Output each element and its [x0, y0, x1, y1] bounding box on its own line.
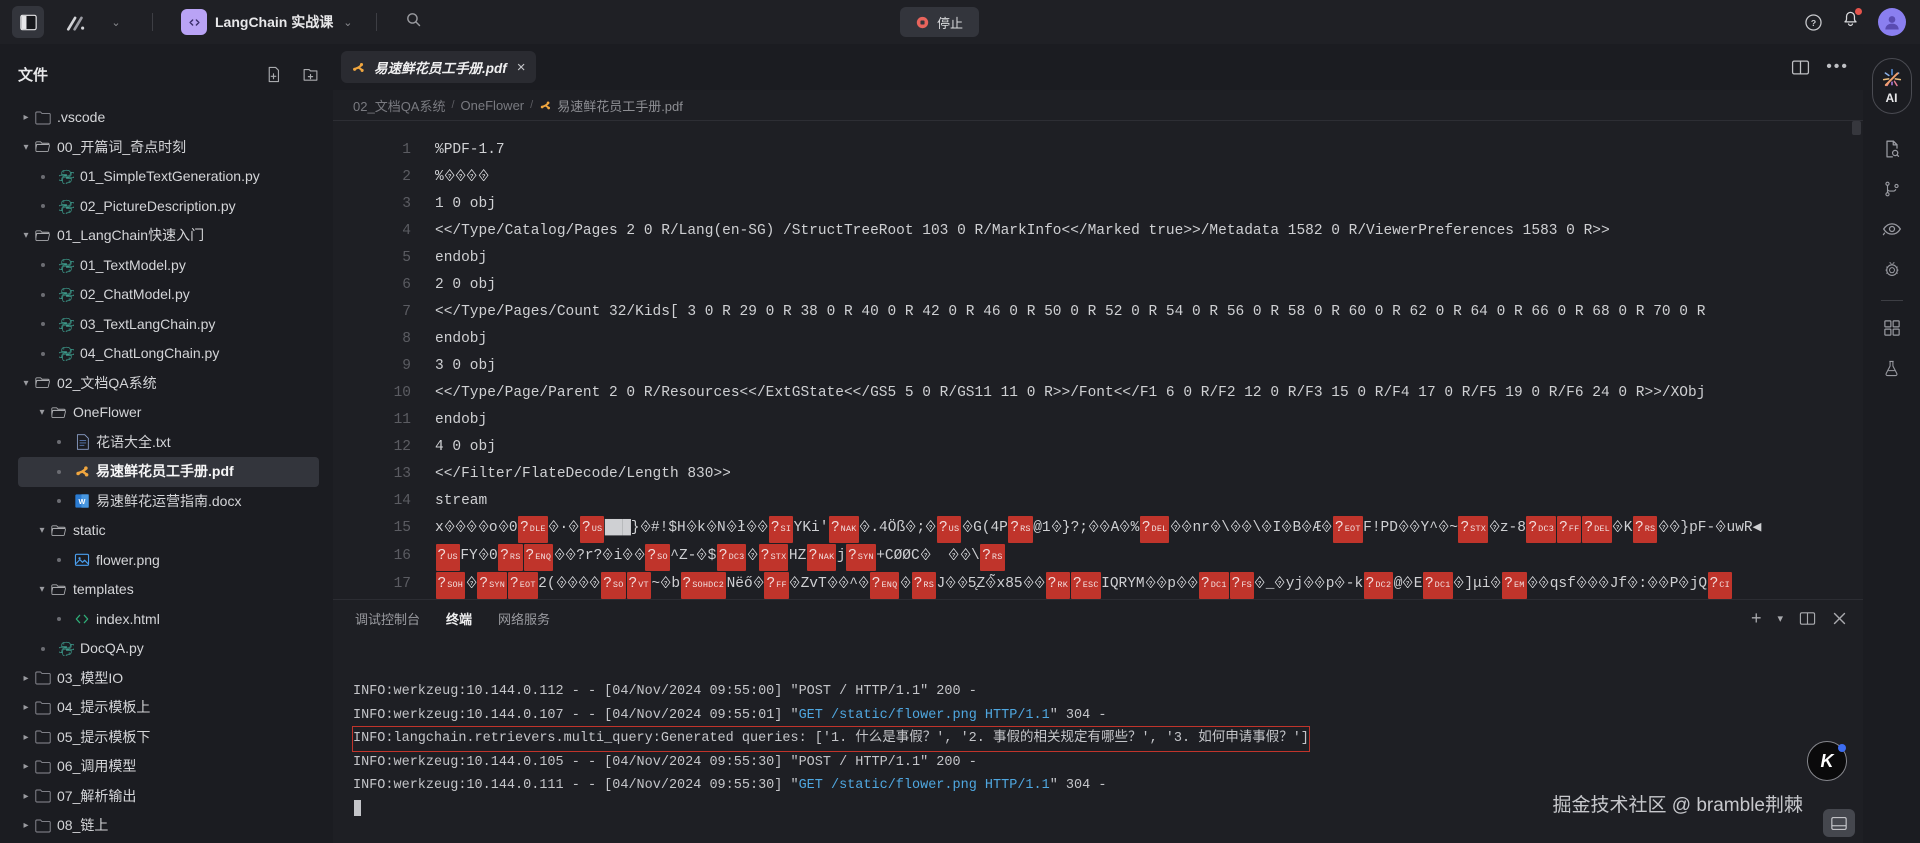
svg-text:?: ?: [1591, 581, 1595, 587]
svg-text:W: W: [78, 497, 85, 506]
svg-text:?: ?: [757, 581, 761, 587]
svg-text:?: ?: [1038, 581, 1042, 587]
svg-text:?: ?: [643, 525, 647, 531]
svg-text:?: ?: [582, 581, 586, 587]
svg-text:?: ?: [863, 525, 867, 531]
svg-text:?: ?: [700, 553, 704, 559]
svg-text:?: ?: [831, 581, 835, 587]
svg-text:?: ?: [1651, 581, 1655, 587]
svg-text:?: ?: [481, 174, 485, 180]
svg-text:?: ?: [1719, 525, 1723, 531]
svg-text:?: ?: [761, 525, 765, 531]
svg-text:?: ?: [1185, 525, 1189, 531]
svg-text:?: ?: [1457, 581, 1461, 587]
svg-text:?: ?: [501, 525, 505, 531]
svg-text:?: ?: [1413, 525, 1417, 531]
svg-text:?: ?: [750, 525, 754, 531]
svg-text:?: ?: [559, 581, 563, 587]
svg-text:?: ?: [1214, 525, 1218, 531]
svg-text:?: ?: [1054, 525, 1058, 531]
svg-text:?: ?: [1662, 525, 1666, 531]
svg-text:?: ?: [1673, 525, 1677, 531]
svg-text:?: ?: [1103, 525, 1107, 531]
svg-text:?: ?: [572, 525, 576, 531]
svg-text:?: ?: [1542, 581, 1546, 587]
svg-text:?: ?: [730, 525, 734, 531]
svg-text:?: ?: [1258, 581, 1262, 587]
svg-text:?: ?: [1180, 581, 1184, 587]
svg-text:?: ?: [1338, 581, 1342, 587]
svg-text:?: ?: [1123, 525, 1127, 531]
svg-text:?: ?: [569, 553, 573, 559]
svg-text:?: ?: [1278, 581, 1282, 587]
svg-text:?: ?: [1325, 525, 1329, 531]
svg-text:?: ?: [966, 525, 970, 531]
svg-text:?: ?: [1318, 581, 1322, 587]
svg-text:?: ?: [626, 553, 630, 559]
svg-text:?: ?: [470, 174, 474, 180]
svg-text:?: ?: [1234, 525, 1238, 531]
svg-text:?: ?: [793, 581, 797, 587]
svg-text:?: ?: [989, 581, 993, 587]
svg-text:?: ?: [1580, 581, 1584, 587]
svg-text:?: ?: [1245, 525, 1249, 531]
svg-text:?: ?: [637, 553, 641, 559]
svg-text:?: ?: [481, 525, 485, 531]
svg-text:?: ?: [459, 525, 463, 531]
svg-text:?: ?: [1092, 525, 1096, 531]
svg-text:?: ?: [470, 525, 474, 531]
svg-text:?: ?: [690, 525, 694, 531]
svg-text:?: ?: [448, 174, 452, 180]
svg-text:?: ?: [557, 553, 561, 559]
svg-text:?: ?: [1191, 581, 1195, 587]
svg-text:?: ?: [1442, 525, 1446, 531]
svg-text:?: ?: [1602, 581, 1606, 587]
svg-text:?: ?: [842, 581, 846, 587]
svg-text:?: ?: [929, 525, 933, 531]
svg-text:?: ?: [552, 525, 556, 531]
svg-text:?: ?: [1494, 581, 1498, 587]
svg-text:?: ?: [964, 553, 968, 559]
svg-text:?: ?: [1492, 525, 1496, 531]
svg-text:?: ?: [1811, 18, 1816, 28]
svg-text:?: ?: [862, 581, 866, 587]
svg-text:?: ?: [924, 553, 928, 559]
svg-text:?: ?: [1305, 525, 1309, 531]
svg-text:?: ?: [949, 581, 953, 587]
svg-text:?: ?: [664, 581, 668, 587]
svg-text:?: ?: [606, 553, 610, 559]
svg-text:?: ?: [1682, 581, 1686, 587]
svg-text:?: ?: [710, 525, 714, 531]
svg-text:?: ?: [1662, 581, 1666, 587]
svg-text:?: ?: [1174, 525, 1178, 531]
svg-text:?: ?: [571, 581, 575, 587]
svg-text:?: ?: [1285, 525, 1289, 531]
svg-text:?: ?: [904, 581, 908, 587]
svg-text:?: ?: [751, 553, 755, 559]
svg-text:?: ?: [909, 525, 913, 531]
svg-text:?: ?: [1406, 581, 1410, 587]
svg-text:?: ?: [459, 174, 463, 180]
svg-text:?: ?: [448, 525, 452, 531]
svg-text:?: ?: [593, 581, 597, 587]
svg-text:?: ?: [1531, 581, 1535, 587]
svg-text:?: ?: [482, 553, 486, 559]
svg-text:?: ?: [1616, 525, 1620, 531]
svg-text:?: ?: [960, 581, 964, 587]
svg-text:?: ?: [1160, 581, 1164, 587]
svg-text:?: ?: [1402, 525, 1406, 531]
svg-text:?: ?: [1307, 581, 1311, 587]
svg-text:?: ?: [1265, 525, 1269, 531]
svg-text:?: ?: [1148, 581, 1152, 587]
svg-text:?: ?: [952, 553, 956, 559]
svg-text:?: ?: [469, 581, 473, 587]
svg-text:?: ?: [1026, 581, 1030, 587]
svg-text:?: ?: [1631, 581, 1635, 587]
